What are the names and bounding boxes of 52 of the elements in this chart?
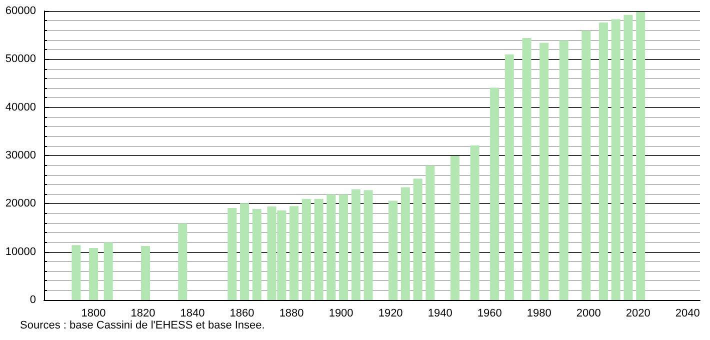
- y-tick-label: 10000: [5, 246, 36, 258]
- bar: [388, 200, 398, 300]
- bar: [326, 194, 336, 300]
- x-tick-label: 1900: [328, 308, 354, 320]
- y-tick-label: 50000: [5, 53, 36, 66]
- y-tick-label: 0: [30, 294, 36, 306]
- bar: [426, 166, 435, 300]
- x-tick-label: 2020: [626, 308, 650, 320]
- bar: [522, 38, 532, 300]
- bar: [339, 194, 348, 300]
- bar: [559, 40, 568, 300]
- x-tick-label: 1860: [230, 308, 254, 320]
- bar: [314, 198, 324, 300]
- y-tick-label: 60000: [5, 5, 36, 17]
- bar: [140, 246, 150, 300]
- x-tick-label: 1880: [279, 308, 304, 320]
- bar: [228, 208, 237, 300]
- bar: [400, 187, 410, 300]
- bar: [624, 14, 633, 300]
- bar: [72, 245, 81, 300]
- x-tick-label: 1980: [526, 308, 552, 320]
- bar: [351, 189, 360, 300]
- x-tick-label: 2000: [576, 308, 601, 320]
- bar: [240, 203, 250, 300]
- x-tick-label: 2040: [675, 308, 700, 320]
- y-tick-label: 40000: [5, 101, 36, 114]
- x-tick-label: 1800: [81, 308, 106, 320]
- bar: [636, 12, 646, 300]
- x-tick-label: 1820: [130, 308, 156, 320]
- bar: [504, 54, 514, 300]
- source-note: Sources : base Cassini de l'EHESS et base Insee.: [20, 320, 265, 332]
- bar: [540, 42, 549, 300]
- bar: [450, 156, 460, 300]
- bar: [582, 30, 591, 300]
- bar: [364, 190, 373, 300]
- bar: [598, 22, 608, 300]
- bar: [252, 208, 262, 300]
- x-tick-label: 1920: [378, 308, 403, 320]
- bar: [89, 248, 98, 300]
- y-tick-label: 20000: [5, 198, 36, 210]
- bar: [490, 88, 500, 300]
- bar: [104, 242, 113, 300]
- bar: [611, 19, 620, 300]
- y-tick-label: 30000: [5, 150, 36, 162]
- bar: [302, 198, 311, 300]
- bar: [178, 223, 188, 300]
- bar: [470, 145, 480, 300]
- bar: [290, 206, 299, 300]
- x-tick-label: 1940: [428, 308, 452, 320]
- x-tick-label: 1840: [180, 308, 205, 320]
- bar: [413, 178, 422, 300]
- x-tick-label: 1960: [477, 308, 502, 320]
